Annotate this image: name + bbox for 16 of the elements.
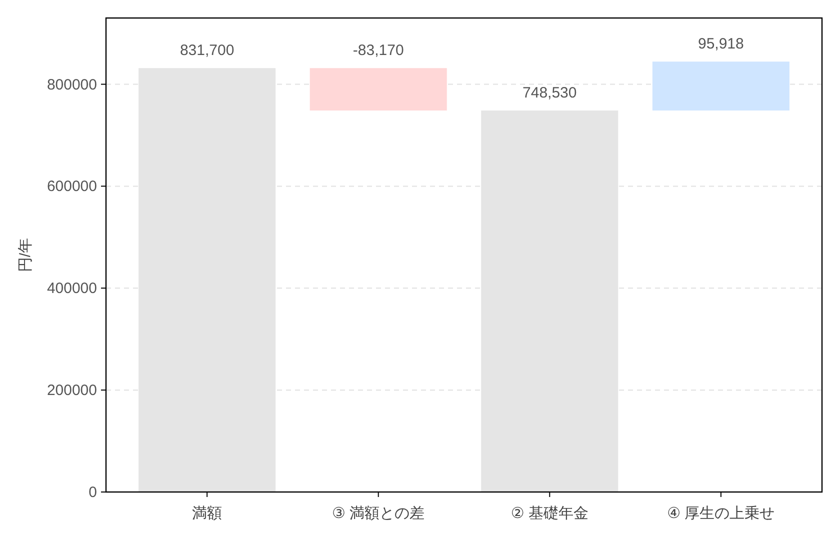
- x-tick-label: ② 基礎年金: [510, 505, 588, 522]
- y-tick-label: 0: [88, 484, 97, 501]
- data-label: 748,530: [522, 84, 577, 102]
- y-tick-label: 800000: [46, 76, 97, 94]
- data-label: 95,918: [698, 36, 744, 53]
- y-axis-title: 円/年: [17, 238, 34, 272]
- data-label: -83,170: [352, 42, 404, 60]
- x-tick-label: 満額: [192, 505, 222, 522]
- y-tick-label: 600000: [46, 178, 97, 196]
- bar: [652, 62, 790, 110]
- y-tick-label: 200000: [46, 382, 97, 400]
- x-tick-label: ④ 厚生の上乗せ: [667, 505, 775, 522]
- x-tick-label: ③ 満額との差: [332, 505, 425, 522]
- bar: [310, 68, 447, 110]
- data-label: 831,700: [180, 42, 234, 60]
- y-tick-label: 400000: [46, 280, 97, 298]
